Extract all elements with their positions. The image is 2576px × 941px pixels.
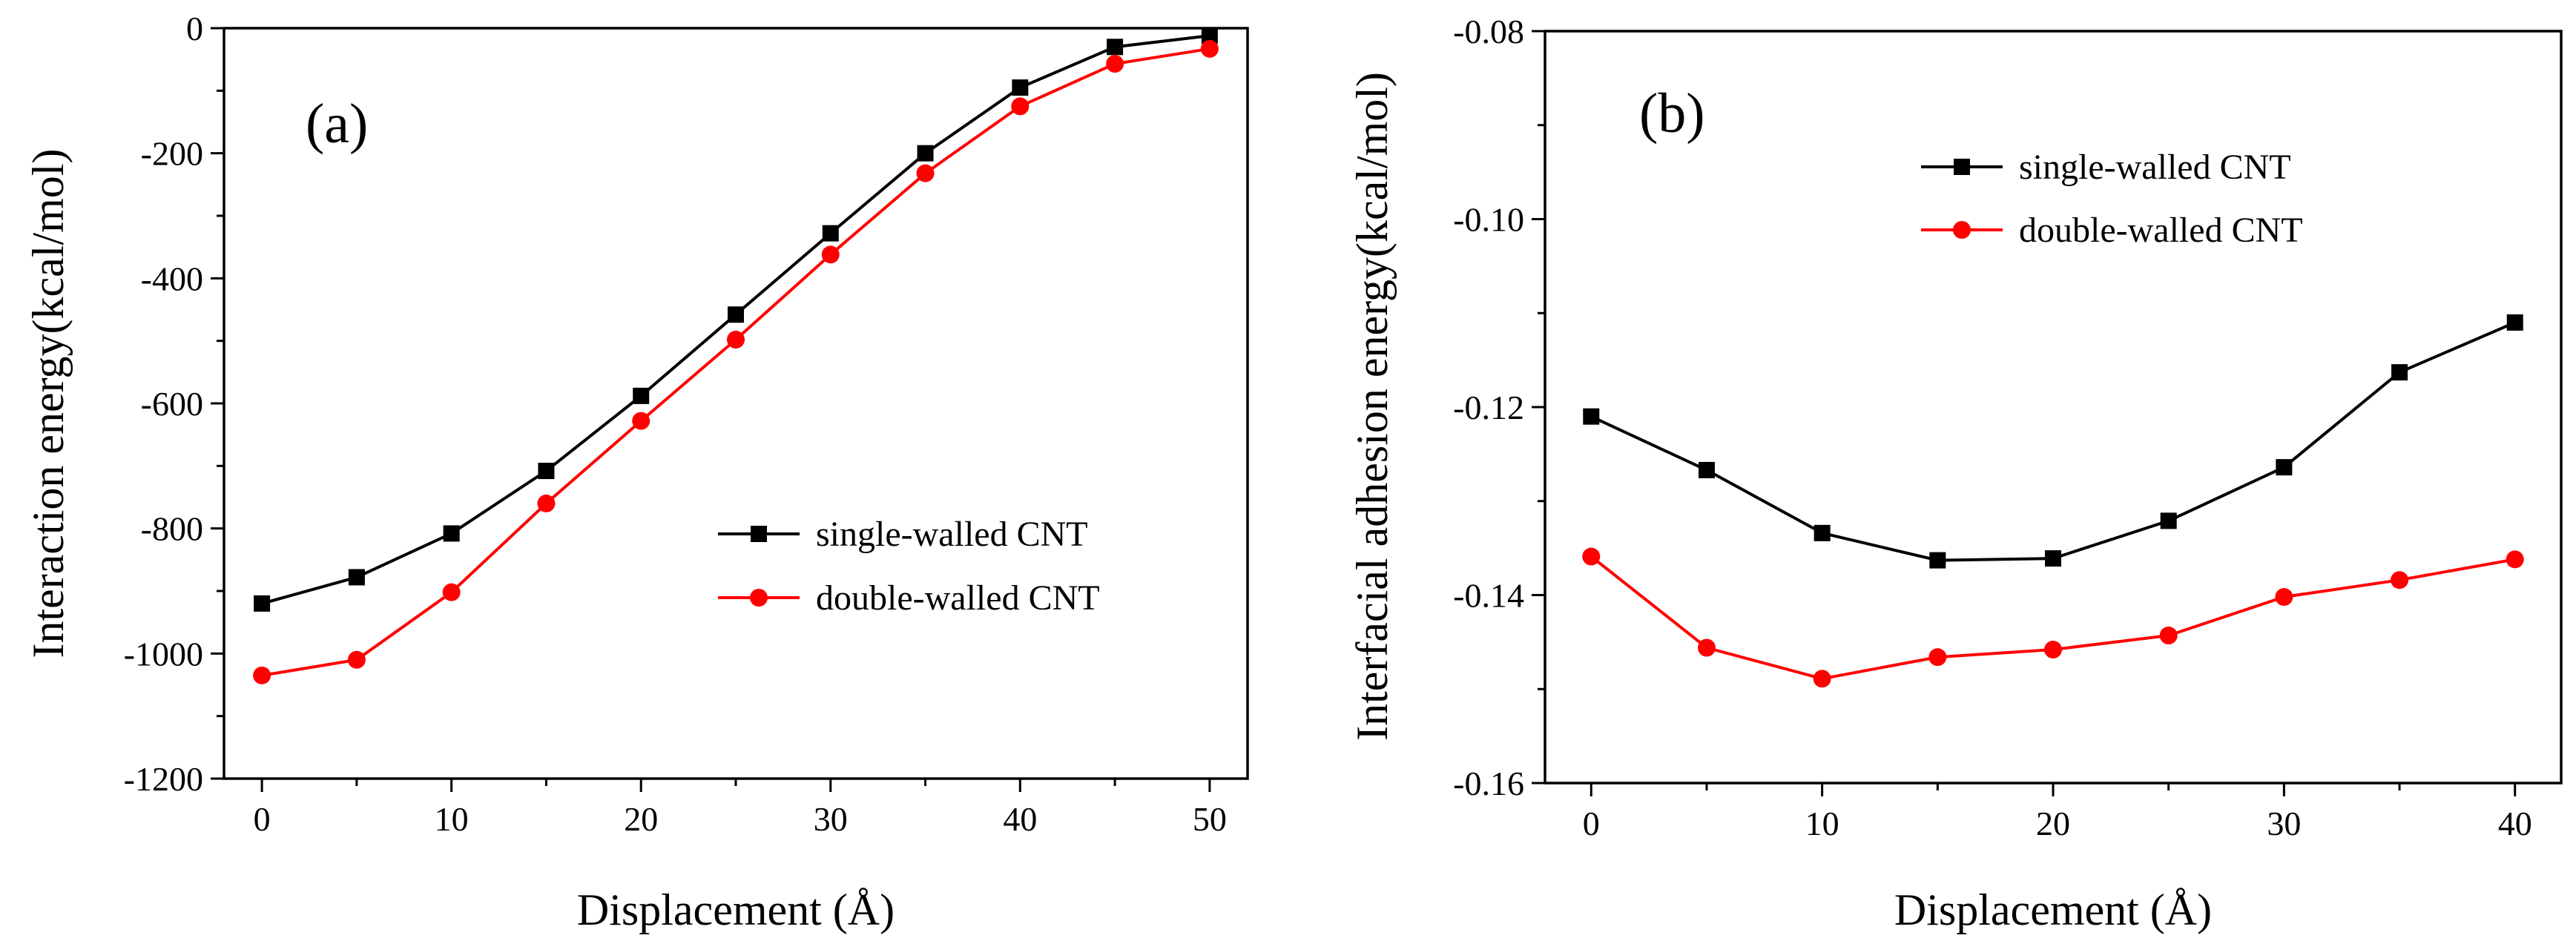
data-point	[254, 595, 271, 612]
y-tick-label: -800	[141, 510, 203, 548]
y-tick-label: -0.16	[1453, 765, 1524, 802]
series-single-walled	[254, 27, 1218, 612]
legend: single-walled CNT double-walled CNT	[1921, 148, 2303, 250]
data-point	[253, 666, 271, 684]
data-point	[728, 306, 744, 323]
x-tick-label: 40	[2498, 805, 2532, 842]
data-point	[2391, 571, 2409, 590]
data-point	[538, 463, 555, 480]
x-tick-label: 30	[814, 800, 848, 838]
data-point	[1697, 638, 1716, 657]
series-line	[1590, 555, 2516, 681]
data-point	[822, 225, 839, 242]
data-point	[1107, 39, 1124, 56]
data-point	[1928, 648, 1947, 667]
tick-marks	[1532, 30, 2517, 796]
plot-frame	[223, 27, 1249, 780]
y-tick-label: -0.14	[1453, 577, 1524, 615]
panel-a-interaction-energy: 0 10 20 30 40 50 -1200 -1000 -800 -600 -400 -200 0 (…	[24, 10, 1249, 934]
data-point	[2044, 641, 2062, 659]
legend-marker	[751, 526, 767, 542]
data-point	[442, 583, 461, 601]
data-point	[1698, 461, 1715, 478]
series-single-walled	[1583, 314, 2523, 569]
legend-label: single-walled CNT	[2019, 148, 2291, 187]
y-axis-title: Interfacial adhesion energy(kcal/mol)	[1348, 72, 1397, 741]
y-axis-title: Interaction energy(kcal/mol)	[24, 149, 73, 658]
series-double-walled	[253, 39, 1219, 684]
legend: single-walled CNT double-walled CNT	[718, 515, 1100, 618]
data-point	[1106, 55, 1124, 73]
panel-b-adhesion-energy: 0 10 20 30 40 -0.16 -0.14 -0.12 -0.10 -0.08 (b) s…	[1348, 13, 2563, 934]
series-layer	[253, 27, 1219, 684]
panel-label: (a)	[306, 93, 368, 155]
series-layer	[1582, 314, 2524, 688]
data-point	[2045, 550, 2061, 567]
legend-marker	[750, 589, 768, 607]
y-tick-label: -0.10	[1453, 201, 1524, 239]
data-point	[727, 330, 745, 349]
y-tick-label: 0	[186, 10, 203, 47]
data-point	[347, 650, 366, 669]
series-line	[1590, 321, 2516, 562]
x-tick-label: 0	[1583, 805, 1600, 842]
data-point	[633, 387, 650, 404]
legend-label: double-walled CNT	[816, 578, 1100, 618]
x-tick-label: 50	[1193, 800, 1227, 838]
data-point	[821, 245, 840, 264]
data-point	[1582, 547, 1601, 566]
y-tick-label: -400	[141, 260, 203, 297]
data-point	[2275, 588, 2293, 607]
y-tick-label: -1200	[124, 760, 203, 798]
data-point	[443, 525, 460, 542]
tick-labels: 0 10 20 30 40 -0.16 -0.14 -0.12 -0.10 -0.08	[1453, 13, 2532, 842]
data-point	[1814, 524, 1831, 541]
data-point	[1011, 97, 1030, 116]
legend-label: single-walled CNT	[816, 515, 1088, 554]
x-tick-label: 30	[2267, 805, 2301, 842]
x-tick-label: 20	[624, 800, 658, 838]
x-tick-label: 10	[1805, 805, 1839, 842]
data-point	[1929, 552, 1946, 569]
data-point	[1583, 408, 1600, 425]
data-point	[2506, 550, 2524, 569]
tick-labels: 0 10 20 30 40 50 -1200 -1000 -800 -600 -400 -200 0	[124, 10, 1227, 838]
legend-marker	[1954, 159, 1970, 175]
data-point	[1012, 79, 1029, 96]
legend-marker	[1953, 221, 1971, 239]
data-point	[1200, 39, 1219, 58]
data-point	[916, 164, 935, 182]
x-axis-title: Displacement (Å)	[577, 885, 895, 934]
panel-label: (b)	[1639, 82, 1705, 145]
data-point	[1201, 27, 1218, 44]
x-tick-label: 20	[2036, 805, 2070, 842]
data-point	[2276, 459, 2293, 476]
data-point	[537, 494, 556, 512]
x-axis-title: Displacement (Å)	[1894, 885, 2212, 934]
tick-marks	[211, 27, 1211, 792]
series-double-walled	[1582, 547, 2524, 688]
data-point	[632, 412, 650, 430]
x-tick-label: 40	[1003, 800, 1037, 838]
y-tick-label: -0.08	[1453, 13, 1524, 50]
y-tick-label: -200	[141, 135, 203, 173]
y-tick-label: -1000	[124, 635, 203, 673]
data-point	[1813, 670, 1831, 688]
data-point	[2506, 314, 2523, 331]
data-point	[2160, 512, 2177, 529]
data-point	[917, 145, 934, 162]
data-point	[2159, 627, 2178, 645]
data-point	[348, 569, 365, 586]
y-tick-label: -0.12	[1453, 389, 1524, 426]
data-point	[2391, 364, 2408, 381]
y-tick-label: -600	[141, 385, 203, 423]
x-tick-label: 10	[435, 800, 469, 838]
x-tick-label: 0	[254, 800, 271, 838]
legend-label: double-walled CNT	[2019, 211, 2303, 250]
